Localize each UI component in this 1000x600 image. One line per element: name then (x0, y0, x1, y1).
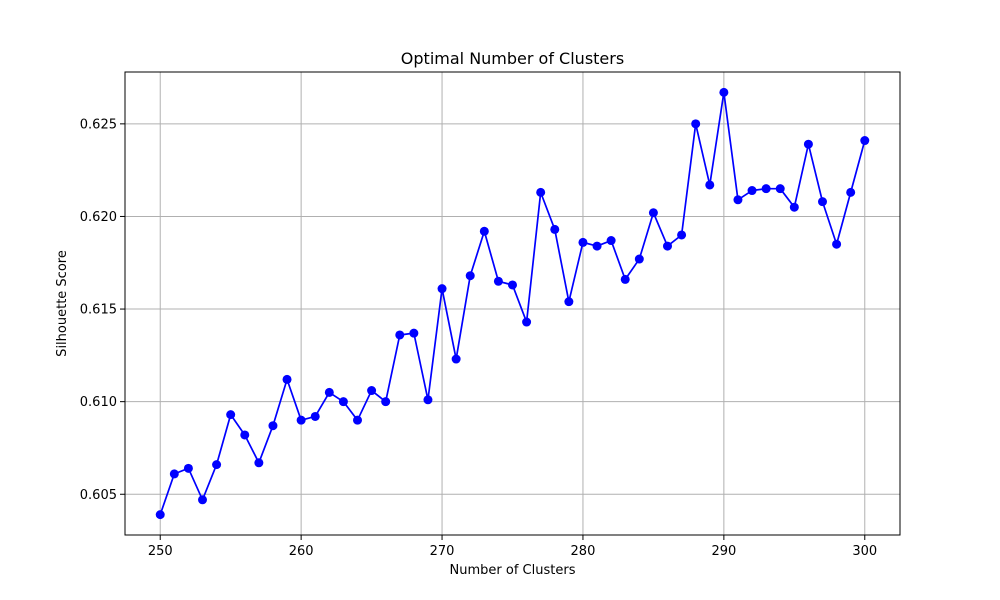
data-point-marker (409, 328, 419, 338)
data-point-marker (338, 397, 348, 407)
x-tick-label: 290 (711, 544, 736, 559)
data-point-marker (606, 236, 616, 246)
y-tick-label: 0.620 (80, 210, 117, 225)
data-point-marker (508, 280, 517, 290)
data-point-marker (240, 430, 250, 440)
data-point-marker (564, 297, 574, 307)
y-tick-label: 0.615 (80, 303, 117, 318)
data-point-marker (818, 197, 827, 207)
y-axis-title: Silhouette Score (55, 250, 70, 357)
data-point-marker (183, 463, 193, 473)
data-point-marker (437, 284, 447, 294)
x-tick-label: 270 (430, 544, 455, 559)
data-point-marker (592, 241, 602, 251)
data-point-marker (677, 230, 687, 240)
data-point-marker (789, 202, 799, 212)
data-point-marker (550, 224, 560, 234)
x-tick-label: 300 (852, 544, 877, 559)
series-group (155, 87, 870, 520)
data-point-marker (324, 387, 334, 397)
data-point-marker (212, 460, 222, 470)
x-tick-label: 280 (571, 544, 596, 559)
data-point-marker (648, 208, 658, 218)
x-tick-label: 260 (289, 544, 314, 559)
data-point-marker (169, 469, 179, 479)
x-tick-label: 250 (148, 544, 173, 559)
data-point-marker (198, 495, 207, 505)
data-point-marker (733, 195, 743, 205)
data-point-marker (522, 317, 532, 327)
data-point-marker (775, 184, 785, 194)
data-point-marker (155, 510, 165, 520)
chart-title: Optimal Number of Clusters (401, 49, 624, 68)
data-point-marker (634, 254, 644, 264)
y-tick-label: 0.625 (80, 117, 117, 132)
data-point-marker (465, 271, 475, 281)
data-point-marker (663, 241, 672, 251)
data-point-marker (536, 187, 546, 197)
data-point-marker (803, 139, 813, 149)
data-point-marker (578, 237, 588, 247)
data-point-marker (367, 386, 377, 396)
data-point-marker (705, 180, 715, 190)
data-point-marker (832, 239, 842, 249)
y-tick-label: 0.610 (80, 395, 117, 410)
data-point-marker (620, 274, 630, 284)
x-axis: 250 260 270 280 290 300 (148, 535, 877, 559)
data-point-marker (282, 374, 292, 384)
data-point-marker (296, 415, 306, 425)
grid-lines (125, 72, 900, 535)
data-point-marker (719, 87, 729, 97)
data-point-marker (254, 458, 264, 468)
data-point-marker (860, 136, 870, 146)
data-point-marker (493, 276, 503, 286)
data-point-marker (310, 411, 320, 421)
data-point-marker (451, 354, 461, 364)
data-point-marker (226, 410, 236, 420)
data-point-marker (353, 415, 362, 425)
data-point-marker (479, 226, 489, 236)
data-point-marker (691, 119, 701, 129)
x-axis-title: Number of Clusters (450, 563, 576, 578)
data-point-marker (761, 184, 771, 194)
data-point-marker (423, 395, 433, 405)
data-point-marker (381, 397, 391, 407)
data-point-marker (747, 186, 757, 196)
y-tick-label: 0.605 (80, 488, 117, 503)
y-axis: 0.605 0.610 0.615 0.620 0.625 (80, 117, 125, 503)
plot-area-frame (124, 71, 901, 536)
data-point-marker (268, 421, 278, 431)
data-point-marker (395, 330, 405, 340)
data-point-marker (846, 187, 856, 197)
